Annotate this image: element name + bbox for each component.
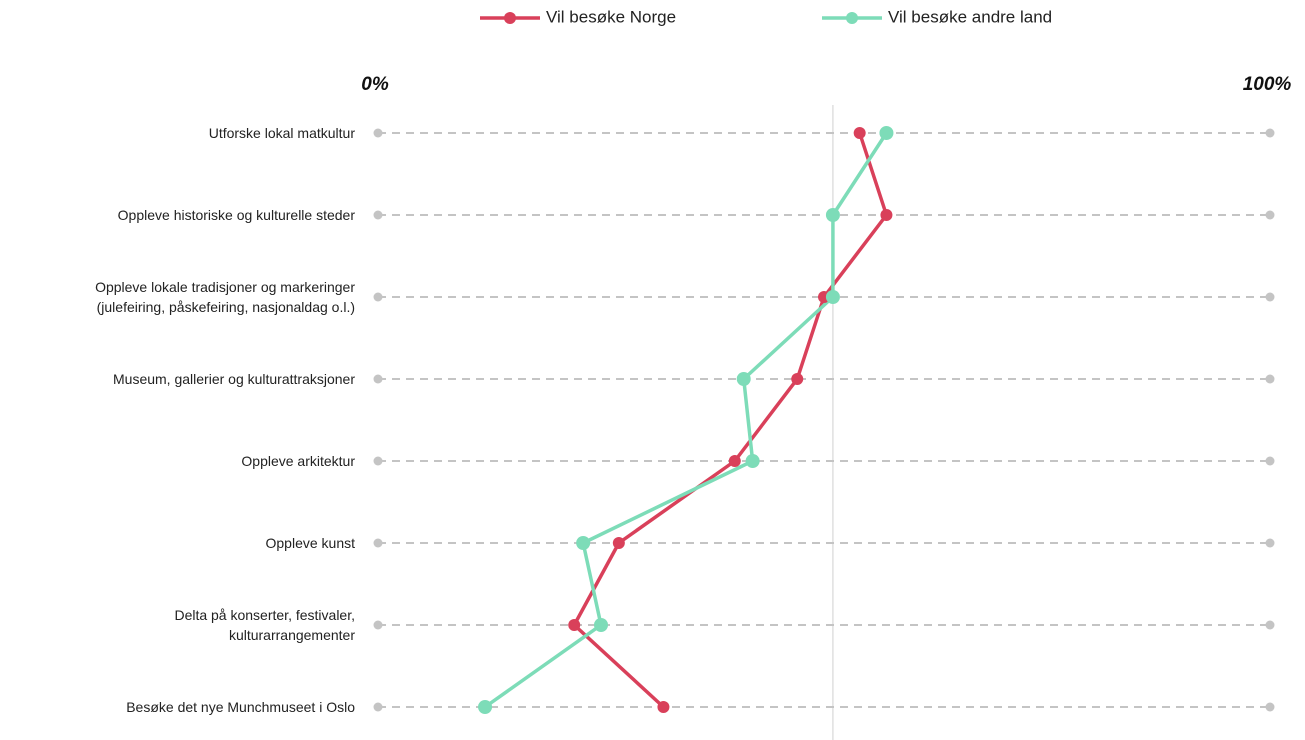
row-end-dot bbox=[373, 128, 383, 138]
data-point bbox=[825, 290, 840, 304]
row-end-dot bbox=[373, 620, 383, 630]
category-label: Oppleve lokale tradisjoner og markeringe… bbox=[95, 279, 355, 315]
series-line bbox=[484, 132, 888, 709]
x-tick-label: 100% bbox=[1243, 74, 1292, 95]
legend-label: Vil besøke andre land bbox=[888, 7, 1052, 26]
series-line bbox=[572, 132, 889, 709]
row-end-dot bbox=[1265, 456, 1275, 466]
data-point bbox=[880, 209, 893, 221]
data-point bbox=[576, 536, 591, 550]
legend-dot bbox=[846, 12, 858, 24]
data-point bbox=[853, 127, 866, 139]
row-end-dot bbox=[373, 374, 383, 384]
data-point bbox=[657, 701, 670, 713]
data-point bbox=[791, 373, 804, 385]
data-point bbox=[825, 208, 840, 222]
category-label: Besøke det nye Munchmuseet i Oslo bbox=[126, 699, 355, 715]
legend-item: Vil besøke andre land bbox=[822, 7, 1052, 26]
data-point bbox=[594, 618, 608, 632]
row-end-dot bbox=[1265, 374, 1275, 384]
legend-dot bbox=[504, 12, 516, 24]
data-point bbox=[879, 126, 894, 140]
row-end-dot bbox=[1265, 292, 1275, 302]
row-end-dot bbox=[1265, 620, 1275, 630]
category-label: Utforske lokal matkultur bbox=[208, 125, 355, 141]
x-tick-label: 0% bbox=[361, 74, 389, 95]
category-label: Oppleve arkitektur bbox=[241, 453, 355, 469]
row-end-dot bbox=[373, 292, 383, 302]
row-end-dot bbox=[373, 538, 383, 548]
category-label: Oppleve historiske og kulturelle steder bbox=[117, 207, 355, 223]
data-point bbox=[745, 454, 760, 468]
data-point bbox=[728, 455, 741, 467]
data-point bbox=[568, 619, 581, 631]
row-end-dot bbox=[373, 702, 383, 712]
row-end-dot bbox=[1265, 210, 1275, 220]
category-label: Oppleve kunst bbox=[265, 535, 356, 551]
data-point bbox=[478, 700, 493, 714]
row-end-dot bbox=[1265, 128, 1275, 138]
data-point bbox=[736, 372, 751, 386]
data-point bbox=[612, 537, 625, 549]
row-end-dot bbox=[373, 210, 383, 220]
row-end-dot bbox=[1265, 538, 1275, 548]
category-label: Museum, gallerier og kulturattraksjoner bbox=[113, 371, 355, 387]
category-label: Delta på konserter, festivaler, kulturar… bbox=[174, 607, 355, 643]
row-end-dot bbox=[1265, 702, 1275, 712]
row-end-dot bbox=[373, 456, 383, 466]
legend-item: Vil besøke Norge bbox=[480, 7, 676, 26]
legend-label: Vil besøke Norge bbox=[546, 7, 676, 26]
